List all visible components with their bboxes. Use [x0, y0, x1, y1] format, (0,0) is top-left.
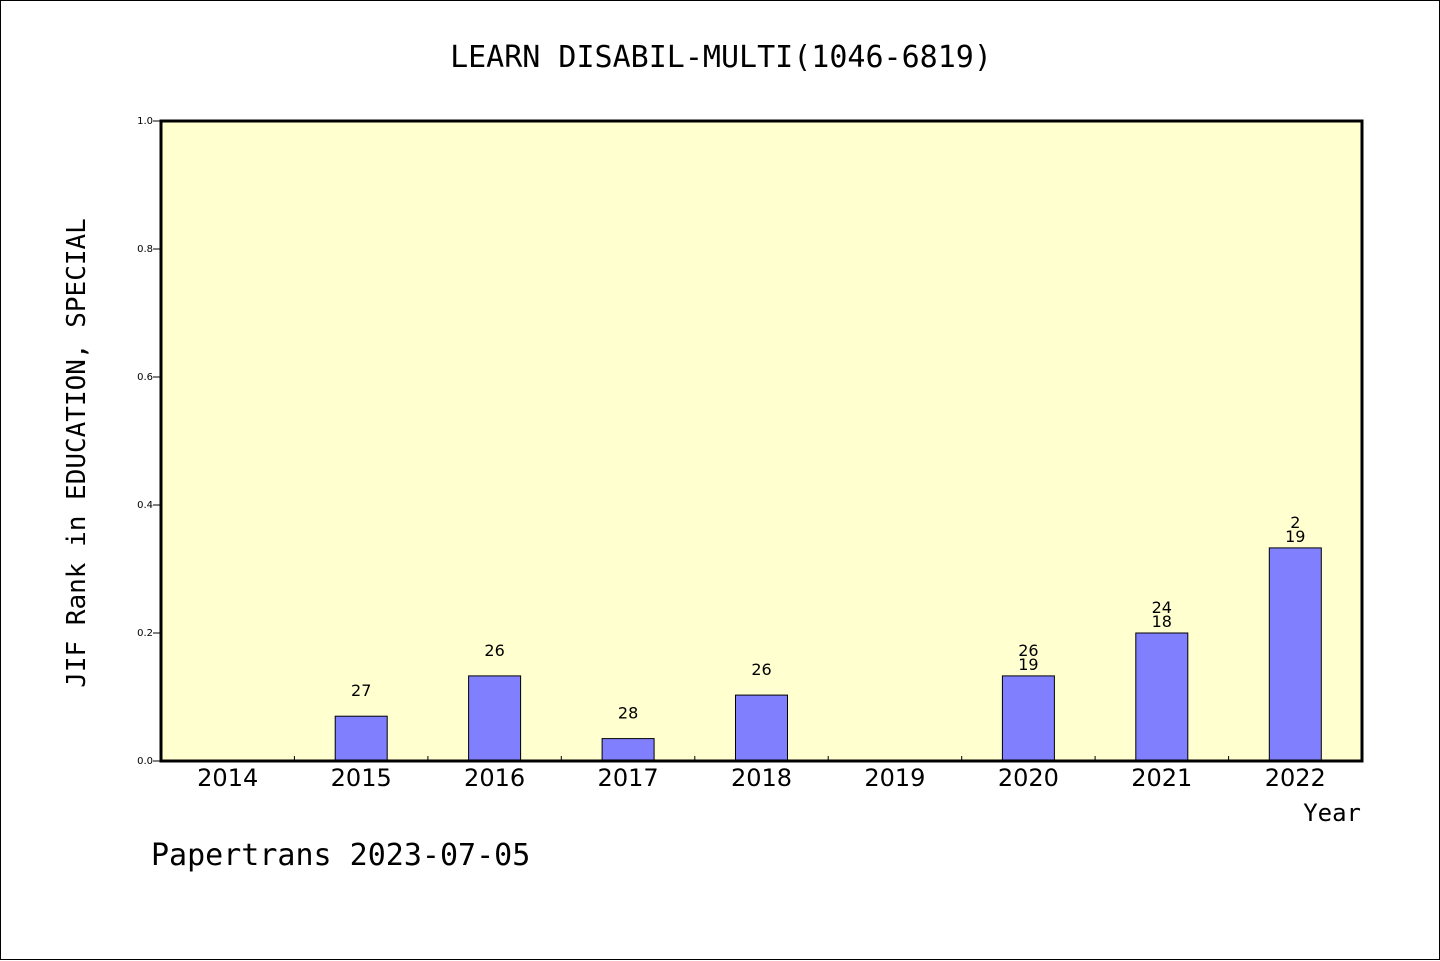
y-tick-label-0.0: 0.0 — [137, 756, 153, 767]
bar-2020 — [1001, 675, 1055, 762]
x-axis: 2014 2015 2016 2017 2018 2019 2020 2021 2022 — [197, 756, 1326, 792]
footer-credit: Papertrans 2023-07-05 — [151, 838, 530, 873]
bar-2015 — [334, 715, 388, 762]
x-tick-label-2018: 2018 — [731, 764, 792, 792]
x-tick-label-2016: 2016 — [464, 764, 525, 792]
x-tick-label-2020: 2020 — [998, 764, 1059, 792]
y-tick-label-0.2: 0.2 — [137, 628, 153, 639]
y-tick-label-1.0: 1.0 — [137, 116, 153, 127]
y-axis-label: JIF Rank in EDUCATION, SPECIAL — [62, 218, 92, 688]
x-tick-label-2015: 2015 — [331, 764, 392, 792]
plot-border — [159, 119, 1364, 763]
bar-label-2018-1: 26 — [751, 660, 771, 679]
y-tick-label-0.6: 0.6 — [137, 372, 153, 383]
bar-label-2020-2: 19 — [1018, 655, 1038, 674]
bar-label-2022-2: 19 — [1285, 527, 1305, 546]
x-tick-label-2019: 2019 — [864, 764, 925, 792]
bar-label-2021-1: 24 — [1152, 598, 1172, 617]
bar-2021 — [1135, 632, 1189, 762]
bar-2022 — [1268, 547, 1322, 762]
bar-2016 — [468, 675, 522, 762]
x-tick-label-2017: 2017 — [598, 764, 659, 792]
bar-label-2021-2: 18 — [1152, 612, 1172, 631]
bar-2017 — [601, 738, 655, 762]
chart-title: LEARN DISABIL-MULTI(1046-6819) — [450, 40, 992, 75]
bar-label-2016-1: 26 — [484, 641, 504, 660]
x-axis-label: Year — [1303, 799, 1361, 827]
bar-label-2020-1: 26 — [1018, 641, 1038, 660]
bar-label-2015-1: 27 — [351, 681, 371, 700]
y-tick-label-0.8: 0.8 — [137, 244, 153, 255]
bars-layer — [334, 547, 1322, 762]
x-tick-label-2014: 2014 — [197, 764, 258, 792]
y-tick-label-0.4: 0.4 — [137, 500, 153, 511]
x-tick-label-2021: 2021 — [1131, 764, 1192, 792]
bar-2018 — [735, 694, 788, 762]
x-tick-label-2022: 2022 — [1265, 764, 1326, 792]
bar-label-2022-1: 2 — [1290, 513, 1300, 532]
bar-label-2017-1: 28 — [618, 704, 638, 723]
y-axis: 0.0 0.2 0.4 0.6 0.8 1.0 — [137, 116, 161, 767]
